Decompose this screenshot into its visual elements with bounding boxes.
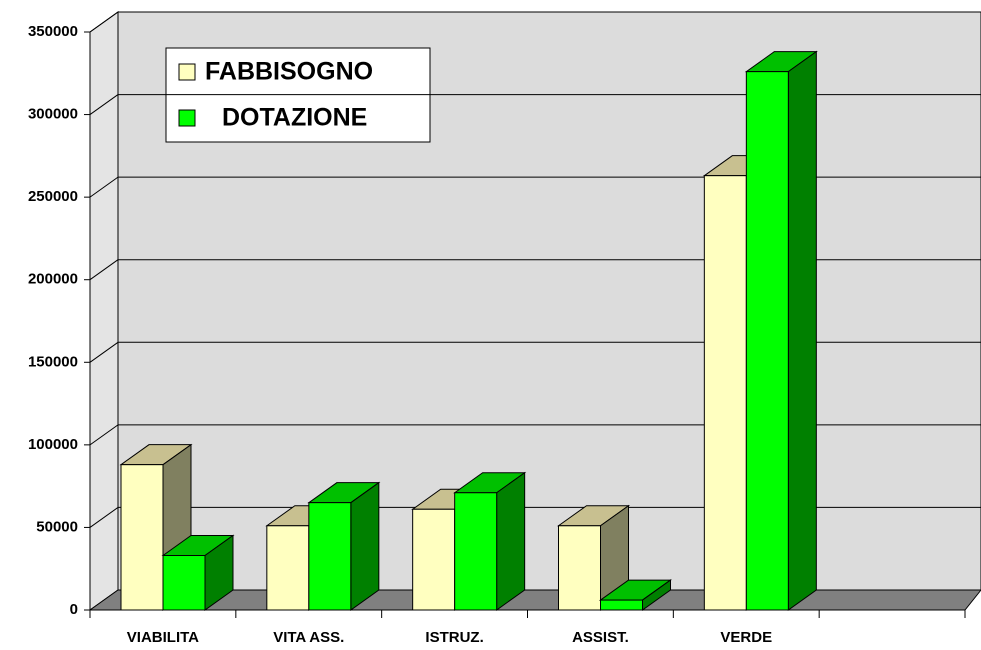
grid-line bbox=[89, 507, 119, 528]
x-tick-label: VITA ASS. bbox=[273, 629, 344, 646]
grid-line bbox=[89, 341, 119, 363]
bar-side bbox=[496, 471, 526, 611]
legend-label: DOTAZIONE bbox=[222, 104, 367, 132]
grid-line bbox=[89, 424, 119, 446]
y-tick-label: 100000 bbox=[28, 436, 78, 453]
legend-swatch bbox=[178, 109, 196, 127]
bar bbox=[266, 525, 310, 611]
grid-line bbox=[89, 94, 119, 115]
legend-label: FABBISOGNO bbox=[205, 58, 373, 86]
bar bbox=[412, 508, 456, 611]
y-tick-label: 150000 bbox=[28, 353, 78, 370]
bar bbox=[162, 555, 206, 611]
bar-side bbox=[350, 481, 380, 611]
bar-side bbox=[787, 50, 817, 611]
bar bbox=[745, 71, 789, 611]
y-tick-label: 0 bbox=[70, 601, 78, 618]
legend-swatch bbox=[178, 63, 196, 81]
bar bbox=[308, 502, 352, 611]
grid-line bbox=[89, 176, 119, 198]
side-wall bbox=[89, 11, 119, 611]
y-tick-label: 300000 bbox=[28, 106, 78, 123]
y-tick-label: 250000 bbox=[28, 188, 78, 205]
x-tick-label: VIABILITA bbox=[127, 629, 199, 646]
grid-line bbox=[89, 259, 119, 281]
bar bbox=[454, 492, 498, 611]
x-tick-label: ASSIST. bbox=[572, 629, 629, 646]
x-tick-label: ISTRUZ. bbox=[425, 629, 483, 646]
bar bbox=[558, 525, 601, 611]
y-tick-label: 350000 bbox=[28, 23, 78, 40]
x-tick-label: VERDE bbox=[720, 629, 772, 646]
bar bbox=[703, 175, 747, 611]
grid-line bbox=[89, 11, 119, 33]
bar bbox=[120, 464, 164, 611]
bar bbox=[600, 599, 643, 611]
y-tick-label: 50000 bbox=[36, 518, 78, 535]
y-tick-label: 200000 bbox=[28, 271, 78, 288]
